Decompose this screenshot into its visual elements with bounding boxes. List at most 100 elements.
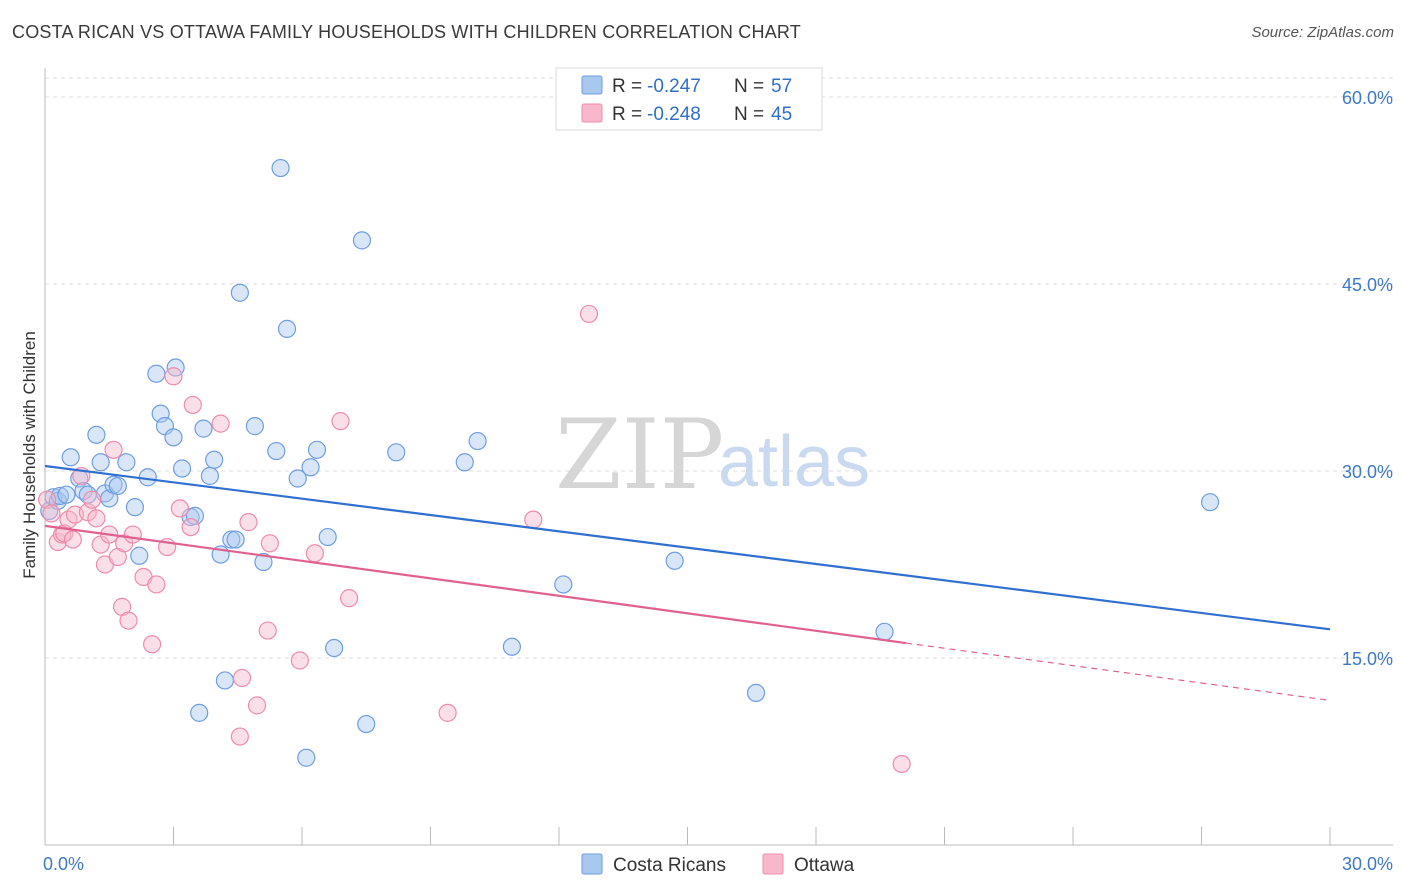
point-costa-ricans (61, 448, 80, 467)
legend-n-label-1: N = (734, 76, 764, 97)
watermark-atlas: atlas (718, 422, 870, 502)
point-costa-ricans (665, 551, 684, 570)
point-ottawa (230, 727, 249, 746)
point-ottawa (331, 412, 350, 431)
bottom-legend-swatch-ottawa (762, 853, 784, 875)
legend-r-label-2: R = (612, 104, 642, 125)
point-costa-ricans (57, 485, 76, 504)
point-costa-ricans (502, 637, 521, 656)
point-ottawa (239, 513, 258, 532)
x-tick-label: 0.0% (43, 854, 84, 874)
point-costa-ricans (230, 283, 249, 302)
point-costa-ricans (468, 431, 487, 451)
y-tick-label: 45.0% (1342, 275, 1393, 295)
point-costa-ricans (301, 458, 320, 477)
chart-title: COSTA RICAN VS OTTAWA FAMILY HOUSEHOLDS … (12, 22, 801, 42)
point-ottawa (340, 589, 359, 608)
point-ottawa (438, 703, 457, 722)
point-ottawa (892, 754, 911, 774)
axes: 15.0% 30.0% 45.0% 60.0% 0.0% 30.0% (43, 68, 1393, 874)
trend-line-ottawa (44, 524, 907, 645)
gridlines (45, 77, 1393, 659)
point-ottawa (211, 414, 230, 433)
y-tick-label: 15.0% (1342, 649, 1393, 669)
point-costa-ricans (194, 419, 213, 438)
y-tick-label: 30.0% (1342, 462, 1393, 482)
point-costa-ricans (387, 443, 406, 462)
point-ottawa (147, 575, 166, 594)
point-ottawa (524, 510, 543, 529)
point-costa-ricans (147, 364, 166, 383)
point-costa-ricans (352, 231, 372, 250)
point-ottawa (83, 490, 102, 509)
point-ottawa (232, 668, 252, 688)
point-costa-ricans (254, 552, 273, 572)
point-ottawa (305, 544, 324, 563)
bottom-legend-swatch-costa-ricans (581, 853, 603, 875)
point-ottawa (142, 635, 162, 654)
point-costa-ricans (288, 469, 307, 488)
point-costa-ricans (1200, 493, 1220, 512)
point-costa-ricans (297, 748, 316, 767)
y-tick-label: 60.0% (1342, 88, 1393, 108)
source-label: Source: ZipAtlas.com (1251, 24, 1394, 41)
legend-swatch-blue (581, 75, 603, 95)
point-ottawa (119, 611, 138, 630)
bottom-legend-ottawa: Ottawa (794, 855, 855, 876)
bottom-legend: Costa Ricans Ottawa (581, 853, 855, 876)
point-ottawa (183, 395, 202, 415)
point-costa-ricans (277, 319, 297, 338)
point-ottawa (579, 304, 599, 324)
point-costa-ricans (325, 638, 344, 658)
point-ottawa (181, 517, 200, 537)
legend-r-value-1: -0.247 (647, 76, 701, 97)
point-ottawa (123, 525, 142, 544)
point-costa-ricans (875, 622, 894, 641)
point-costa-ricans (108, 476, 127, 496)
watermark-zip: ZIP (555, 399, 724, 511)
point-costa-ricans (205, 450, 224, 469)
point-costa-ricans (91, 453, 110, 472)
y-axis-label: Family Households with Children (20, 331, 39, 579)
legend-r-label-1: R = (612, 76, 642, 97)
point-costa-ricans (746, 683, 766, 703)
point-costa-ricans (222, 530, 241, 549)
point-ottawa (164, 367, 183, 386)
point-costa-ricans (125, 498, 145, 517)
point-costa-ricans (267, 441, 286, 461)
point-ottawa (258, 621, 277, 640)
point-costa-ricans (215, 671, 234, 690)
legend-r-value-2: -0.248 (647, 104, 701, 125)
point-ottawa (38, 490, 57, 509)
point-costa-ricans (357, 714, 376, 734)
data-points (38, 158, 1220, 774)
legend-swatch-pink (581, 103, 603, 123)
point-ottawa (247, 696, 267, 715)
point-costa-ricans (117, 453, 136, 472)
point-costa-ricans (87, 425, 106, 444)
legend-n-value-1: 57 (771, 76, 792, 97)
point-costa-ricans (455, 453, 474, 472)
legend-box: R = -0.247 N = 57 R = -0.248 N = 45 (555, 67, 823, 131)
point-costa-ricans (226, 530, 245, 549)
point-costa-ricans (172, 459, 192, 478)
legend-n-label-2: N = (734, 104, 764, 125)
point-ottawa (170, 499, 190, 518)
point-ottawa (63, 530, 82, 549)
point-costa-ricans (164, 428, 183, 447)
point-costa-ricans (200, 466, 220, 486)
trend-line-costa-ricans (44, 464, 1331, 631)
point-ottawa (42, 504, 61, 523)
point-costa-ricans (130, 546, 149, 565)
trend-line-ottawa-extension (905, 642, 1331, 701)
trend-lines (44, 464, 1331, 701)
point-ottawa (260, 534, 279, 553)
point-ottawa (87, 509, 106, 528)
point-costa-ricans (271, 158, 290, 178)
bottom-legend-costa-ricans: Costa Ricans (613, 855, 726, 876)
point-costa-ricans (245, 417, 264, 436)
legend-n-value-2: 45 (771, 104, 792, 125)
point-costa-ricans (554, 575, 573, 594)
x-tick-label: 30.0% (1342, 854, 1393, 874)
